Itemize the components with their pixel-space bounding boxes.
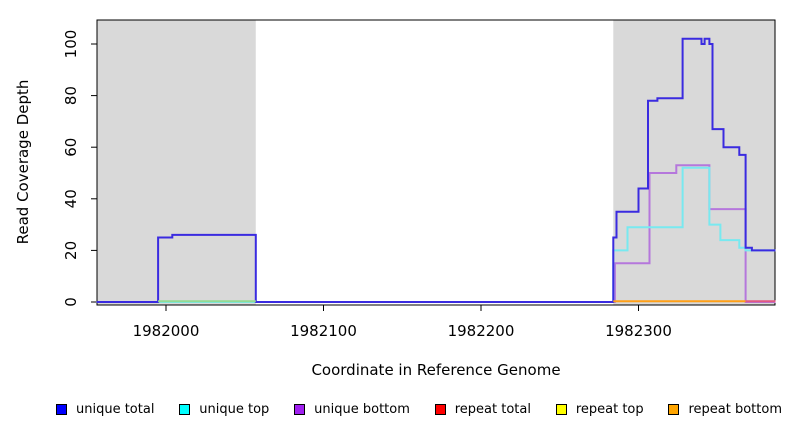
plot-area: 1982000 1982100 1982200 1982300 0 20 40 60 80 100 bbox=[62, 19, 776, 340]
y-tick-label: 0 bbox=[62, 297, 80, 307]
x-tick-label: 1982200 bbox=[448, 322, 515, 340]
legend-item: unique top bbox=[179, 402, 269, 417]
legend-label: unique total bbox=[76, 401, 155, 417]
legend-item: unique bottom bbox=[294, 402, 410, 417]
series-unique-total bbox=[96, 37, 776, 303]
x-axis-title: Coordinate in Reference Genome bbox=[311, 361, 560, 379]
masked-region bbox=[613, 20, 776, 305]
legend-item: unique total bbox=[56, 402, 154, 417]
series-unique-top bbox=[96, 166, 776, 303]
legend-swatch bbox=[294, 403, 306, 415]
y-tick-label: 40 bbox=[62, 189, 80, 208]
legend-swatch bbox=[555, 403, 567, 415]
legend-label: repeat bottom bbox=[688, 401, 782, 417]
y-tick-label: 60 bbox=[62, 138, 80, 157]
legend-swatch bbox=[179, 403, 191, 415]
x-tick-label: 1982300 bbox=[605, 322, 672, 340]
legend-swatch bbox=[668, 403, 680, 415]
y-tick-label: 20 bbox=[62, 241, 80, 260]
y-tick-label: 80 bbox=[62, 86, 80, 105]
chart-svg: 1982000 1982100 1982200 1982300 0 20 40 60 80 100… bbox=[14, 19, 776, 379]
legend-item: repeat total bbox=[434, 401, 531, 417]
masked-region bbox=[96, 20, 256, 305]
legend-swatch bbox=[434, 403, 446, 415]
legend-label: repeat top bbox=[575, 401, 644, 417]
legend-item: repeat top bbox=[555, 401, 644, 417]
y-tick-label: 100 bbox=[62, 30, 80, 59]
legend-label: unique bottom bbox=[314, 401, 410, 417]
x-tick-label: 1982000 bbox=[133, 322, 200, 340]
legend-item: repeat bottom bbox=[668, 402, 782, 417]
y-axis-title: Read Coverage Depth bbox=[14, 80, 32, 245]
legend-label: unique top bbox=[199, 401, 270, 417]
legend-swatch bbox=[56, 403, 67, 415]
legend-label: repeat total bbox=[454, 401, 531, 417]
plot-border bbox=[96, 19, 776, 306]
legend: unique total unique top unique bottom repea… bbox=[0, 394, 792, 424]
x-tick-label: 1982100 bbox=[290, 322, 357, 340]
